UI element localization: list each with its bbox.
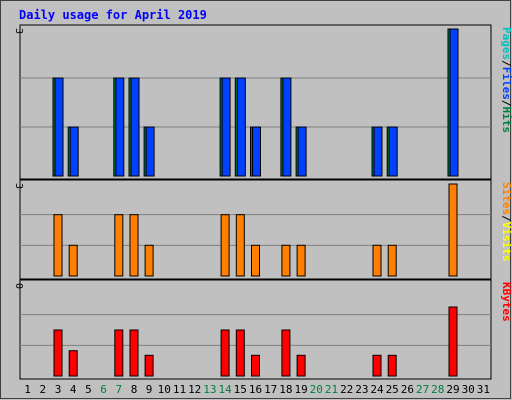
bar-sites-day-29 <box>448 183 458 277</box>
bar-kbytes-day-9 <box>144 354 154 377</box>
legend-entry: / <box>500 60 512 67</box>
bar-sites-day-15 <box>235 214 245 277</box>
bar-sites-day-8 <box>129 214 139 277</box>
x-tick-label: 28 <box>431 383 444 396</box>
x-tick-label: 21 <box>325 383 338 396</box>
x-tick-label: 27 <box>416 383 429 396</box>
panel-max-label: 0 <box>13 283 24 289</box>
x-tick-label: 4 <box>70 383 77 396</box>
x-tick-label: 15 <box>234 383 247 396</box>
x-tick-label: 2 <box>39 383 46 396</box>
legend-entry: / <box>500 215 512 222</box>
x-tick-label: 6 <box>100 383 107 396</box>
legend-entry: Pages <box>500 27 512 60</box>
bar-sites-day-9 <box>144 244 154 277</box>
bar-kbytes-day-4 <box>68 350 78 377</box>
x-tick-label: 29 <box>446 383 459 396</box>
x-tick-label: 30 <box>462 383 475 396</box>
x-tick-label: 22 <box>340 383 353 396</box>
x-tick-label: 24 <box>370 383 384 396</box>
legend-entry: / <box>500 100 512 107</box>
legend-entry: Hits <box>500 107 512 134</box>
x-tick-label: 14 <box>218 383 232 396</box>
x-tick-label: 25 <box>386 383 399 396</box>
bar-sites-day-19 <box>296 244 306 277</box>
legend-entry: Sites <box>500 182 512 215</box>
x-tick-label: 26 <box>401 383 414 396</box>
bar-sites-day-3 <box>53 214 63 277</box>
bar-kbytes-day-18 <box>281 329 291 377</box>
x-tick-label: 18 <box>279 383 292 396</box>
bar-sites-day-7 <box>114 214 124 277</box>
bar-kbytes-day-14 <box>220 329 230 377</box>
bar-files-day-9 <box>145 126 155 177</box>
bar-files-day-3 <box>54 77 64 177</box>
bar-files-day-7 <box>115 77 125 177</box>
chart-title: Daily usage for April 2019 <box>19 8 207 22</box>
bar-kbytes-day-8 <box>129 329 139 377</box>
x-tick-label: 8 <box>131 383 138 396</box>
bar-files-day-15 <box>236 77 246 177</box>
bar-files-day-14 <box>221 77 231 177</box>
bar-sites-day-14 <box>220 214 230 277</box>
bar-kbytes-day-25 <box>387 354 397 377</box>
bar-kbytes-day-16 <box>251 354 260 377</box>
bar-kbytes-day-15 <box>235 329 245 377</box>
bar-files-day-24 <box>373 126 383 177</box>
x-tick-label: 1 <box>24 383 31 396</box>
panel-legend: KBytes <box>500 282 512 322</box>
x-tick-label: 23 <box>355 383 368 396</box>
panel-2: 3 Sites/Visits <box>13 179 512 280</box>
x-tick-label: 12 <box>188 383 201 396</box>
bar-files-day-4 <box>69 126 79 177</box>
bar-kbytes-day-19 <box>296 354 306 377</box>
bar-sites-day-16 <box>251 244 260 277</box>
bar-kbytes-day-29 <box>448 306 458 377</box>
bar-files-day-18 <box>282 77 292 177</box>
panel-max-label: 3 <box>13 183 24 189</box>
bar-kbytes-day-24 <box>372 354 382 377</box>
x-tick-label: 16 <box>249 383 262 396</box>
x-tick-label: 31 <box>477 383 490 396</box>
panel-legend: Pages/Files/Hits <box>500 27 512 133</box>
bar-files-day-8 <box>130 77 140 177</box>
panel-legend: Sites/Visits <box>500 182 512 262</box>
x-tick-label: 17 <box>264 383 277 396</box>
x-tick-label: 19 <box>294 383 307 396</box>
legend-entry: Files <box>500 67 512 100</box>
bar-sites-day-25 <box>387 244 397 277</box>
x-tick-label: 20 <box>310 383 323 396</box>
legend-entry: Visits <box>500 222 512 262</box>
panel-3: 0 KBytes <box>13 279 512 380</box>
bar-kbytes-day-7 <box>114 329 124 377</box>
bar-files-day-16 <box>252 126 261 177</box>
x-tick-label: 10 <box>158 383 171 396</box>
x-tick-label: 11 <box>173 383 186 396</box>
bar-sites-day-24 <box>372 244 382 277</box>
bar-files-day-25 <box>388 126 398 177</box>
bar-sites-day-4 <box>68 244 78 277</box>
bar-files-day-29 <box>449 28 459 177</box>
x-tick-label: 7 <box>115 383 122 396</box>
panel-max-label: 3 <box>13 28 24 34</box>
legend-entry: KBytes <box>500 282 512 322</box>
bar-sites-day-18 <box>281 244 291 277</box>
x-tick-label: 13 <box>203 383 216 396</box>
bar-files-day-19 <box>297 126 307 177</box>
bar-kbytes-day-3 <box>53 329 63 377</box>
x-tick-label: 3 <box>55 383 62 396</box>
panel-1: 3 Pages/Files/Hits <box>13 24 512 180</box>
x-tick-label: 5 <box>85 383 92 396</box>
x-tick-label: 9 <box>146 383 153 396</box>
